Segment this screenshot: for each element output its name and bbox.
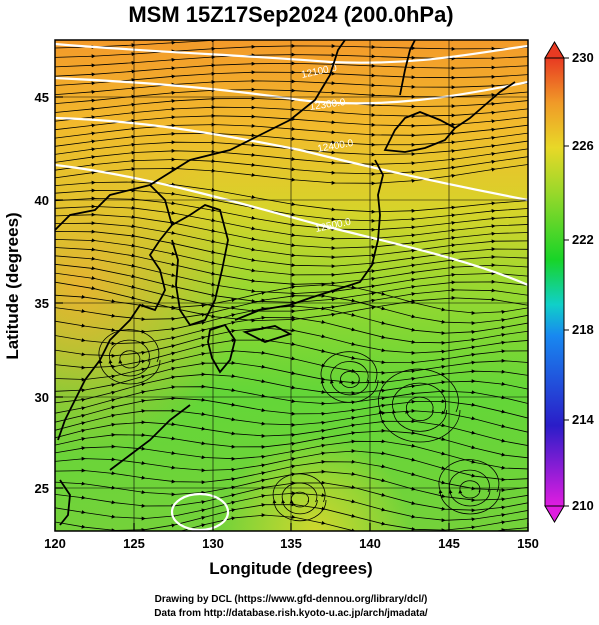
x-tick-label: 150 bbox=[517, 536, 539, 551]
colorbar-label: 226 bbox=[572, 138, 594, 153]
coastline-kurils bbox=[454, 81, 516, 129]
streamline bbox=[458, 480, 481, 499]
coastline-china-korea bbox=[55, 184, 173, 441]
y-axis-label: Latitude (degrees) bbox=[3, 212, 22, 359]
grid-lines bbox=[55, 40, 528, 531]
coastline-okinawa-chain bbox=[109, 404, 191, 471]
coastline-russia bbox=[149, 40, 346, 186]
coastline-japan-honshu bbox=[234, 159, 384, 321]
colorbar-label: 230 bbox=[572, 50, 594, 65]
contour-label: 12300.0 bbox=[309, 97, 347, 113]
streamline bbox=[378, 368, 461, 443]
coastline-taiwan bbox=[59, 479, 71, 526]
colorbar-label: 214 bbox=[572, 412, 594, 427]
y-tick-label: 35 bbox=[35, 296, 49, 311]
map-title: MSM 15Z17Sep2024 (200.0hPa) bbox=[128, 2, 453, 27]
streamline bbox=[405, 396, 434, 422]
x-tick-label: 140 bbox=[359, 536, 381, 551]
colorbar-label: 222 bbox=[572, 232, 594, 247]
coastline-korea bbox=[171, 204, 229, 327]
x-tick-label: 130 bbox=[202, 536, 224, 551]
streamline bbox=[55, 513, 528, 531]
y-tick-label: 40 bbox=[35, 193, 49, 208]
coastline-sakhalin bbox=[399, 40, 416, 96]
contour-line bbox=[55, 76, 528, 105]
plot-area: 12100.0 12300.0 12400.0 12500.0 bbox=[55, 40, 528, 531]
y-tick-label: 25 bbox=[35, 481, 49, 496]
streamline bbox=[438, 459, 501, 515]
coastline-hokkaido bbox=[383, 111, 457, 153]
streamline bbox=[98, 329, 161, 385]
streamline bbox=[329, 361, 370, 396]
coastline-japan-kyushu bbox=[207, 323, 236, 374]
credit-data-source: Data from http://database.rish.kyoto-u.a… bbox=[154, 608, 428, 619]
x-tick-label: 135 bbox=[280, 536, 302, 551]
x-tick-labels: 120 125 130 135 140 145 150 bbox=[44, 536, 539, 551]
colorbar-top-arrow bbox=[544, 41, 565, 59]
contour-closed-loop bbox=[170, 492, 230, 531]
streamline bbox=[391, 382, 448, 432]
y-tick-labels: 25 30 35 40 45 bbox=[35, 90, 49, 496]
streamline bbox=[289, 491, 310, 508]
contour-line bbox=[55, 163, 528, 287]
y-tick-label: 30 bbox=[35, 390, 49, 405]
x-tick-label: 125 bbox=[123, 536, 145, 551]
streamline bbox=[118, 350, 141, 369]
coastlines bbox=[55, 40, 516, 526]
streamline bbox=[448, 469, 491, 507]
colorbar-label: 210 bbox=[572, 498, 594, 513]
credit-drawing: Drawing by DCL (https://www.gfd-dennou.o… bbox=[155, 594, 428, 605]
streamline bbox=[272, 473, 327, 522]
contour-line bbox=[55, 42, 528, 64]
contour-line bbox=[55, 116, 528, 202]
coastline-japan-shikoku bbox=[242, 325, 293, 343]
colorbar-label: 218 bbox=[572, 322, 594, 337]
y-tick-label: 45 bbox=[35, 90, 49, 105]
streamline bbox=[338, 371, 360, 388]
x-tick-label: 145 bbox=[438, 536, 460, 551]
streamline bbox=[108, 339, 151, 377]
colorbar: 230 226 222 218 214 210 bbox=[544, 41, 594, 523]
axis-ticks bbox=[54, 96, 529, 531]
colorbar-fill bbox=[544, 57, 565, 507]
x-axis-label: Longitude (degrees) bbox=[209, 559, 372, 578]
height-contours bbox=[55, 42, 528, 531]
wind-streamlines bbox=[55, 40, 528, 531]
colorbar-bottom-arrow bbox=[544, 505, 565, 523]
x-tick-label: 120 bbox=[44, 536, 66, 551]
